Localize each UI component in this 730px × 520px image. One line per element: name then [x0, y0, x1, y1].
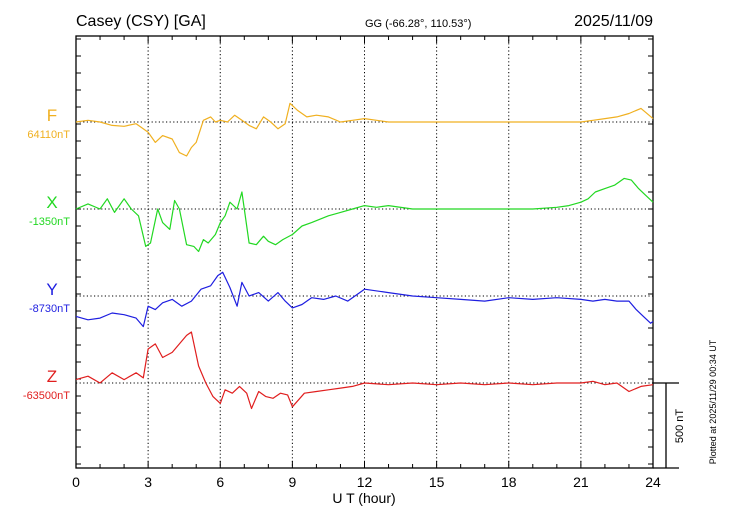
x-tick-label: 0 — [72, 474, 80, 490]
series-layer: F 64110nT X -1350nT Y -8730nT Z -63500nT — [23, 102, 654, 410]
series-line-f — [75, 102, 654, 157]
series-line-y — [75, 271, 654, 328]
x-tick-label: 18 — [501, 474, 517, 490]
series-line-z — [75, 331, 654, 410]
x-tick-label: 3 — [144, 474, 152, 490]
scale-bar-label: 500 nT — [674, 409, 686, 444]
series-name-z: Z — [47, 367, 57, 386]
series-name-x: X — [46, 193, 57, 212]
series-line-x — [75, 177, 654, 253]
station-coords: GG (-66.28°, 110.53°) — [365, 18, 471, 30]
series-name-y: Y — [46, 280, 57, 299]
station-title: Casey (CSY) [GA] — [76, 13, 206, 30]
x-tick-label: 12 — [357, 474, 373, 490]
grid-layer — [76, 36, 653, 468]
series-baseline-x: -1350nT — [29, 216, 70, 228]
series-baseline-y: -8730nT — [29, 303, 70, 315]
series-name-f: F — [47, 106, 57, 125]
series-baseline-f: 64110nT — [27, 129, 70, 141]
x-tick-label: 15 — [429, 474, 445, 490]
x-tick-label: 21 — [573, 474, 589, 490]
x-tick-label: 6 — [216, 474, 224, 490]
series-baseline-z: -63500nT — [23, 390, 70, 402]
x-tick-label: 24 — [645, 474, 661, 490]
minor-ticks — [75, 36, 654, 468]
plot-date: 2025/11/09 — [574, 13, 653, 30]
scale-bar: 500 nT — [653, 382, 686, 469]
x-tick-labels: 0 3 6 9 12 15 18 21 24 — [72, 474, 661, 490]
plotted-at-note: Plotted at 2025/11/29 00:34 UT — [708, 339, 718, 464]
x-tick-label: 9 — [288, 474, 296, 490]
x-axis-label: U T (hour) — [332, 490, 395, 506]
